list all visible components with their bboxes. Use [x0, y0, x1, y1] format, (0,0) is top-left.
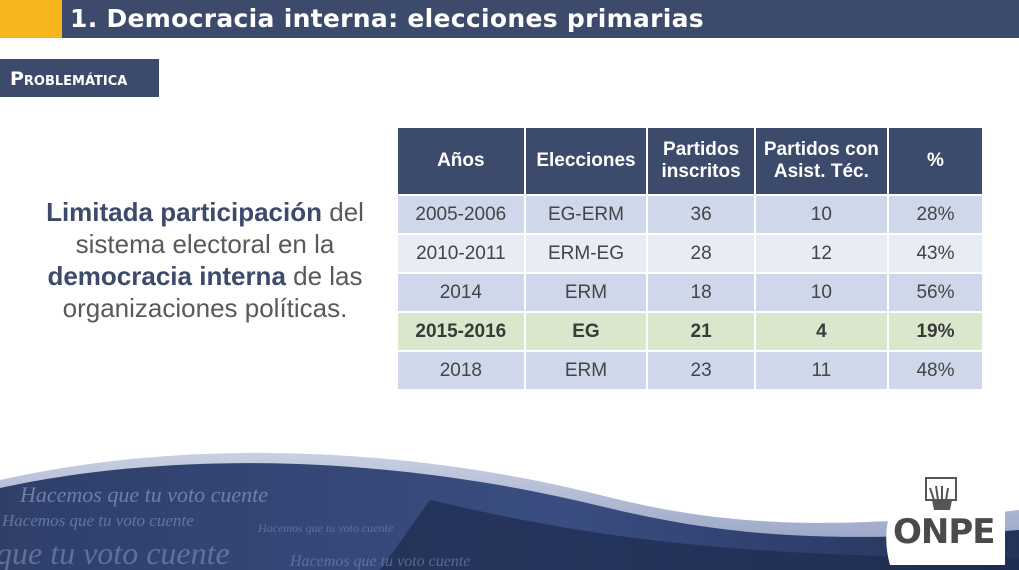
table-cell: 11 [755, 352, 887, 389]
table-cell: 43% [888, 235, 982, 272]
table-cell: EG [525, 313, 647, 350]
header-partidos-inscritos-line-1: Partidos [663, 139, 740, 160]
slogan-line-5: Hacemos que tu voto cuente [289, 553, 470, 570]
header-porcentaje: % [888, 128, 982, 194]
table-cell: 18 [648, 274, 754, 311]
header-elecciones-line-1: Elecciones [536, 150, 636, 171]
statement-bold-1: Limitada participación [46, 197, 323, 227]
table-cell: EG-ERM [525, 196, 647, 233]
header-partidos-asist-line-2: Asist. Téc. [773, 161, 869, 182]
onpe-logo-backdrop [886, 470, 1005, 565]
header-partidos-inscritos-line-2: inscritos [661, 161, 741, 182]
slogan-line-2: Hacemos que tu voto cuente [1, 511, 194, 530]
table-cell: 28 [648, 235, 754, 272]
table-row: 2005-2006 EG-ERM 36 10 28% [398, 196, 982, 233]
section-label: Problemática [0, 59, 159, 97]
table-cell: 56% [888, 274, 982, 311]
title-accent [0, 0, 62, 38]
table-cell: ERM-EG [525, 235, 647, 272]
table-cell: 36 [648, 196, 754, 233]
table-cell: 48% [888, 352, 982, 389]
header-partidos-inscritos: Partidos inscritos [648, 128, 754, 194]
statement-text-4: de las organizaciones políticas. [62, 261, 363, 323]
table-cell: 21 [648, 313, 754, 350]
statement-text-2: del sistema electoral en la [75, 197, 364, 259]
table-cell: 2005-2006 [398, 196, 524, 233]
slogan-line-3: que tu voto cuente [0, 535, 230, 570]
statement-bold-3: democracia interna [47, 261, 286, 291]
header-partidos-asist-line-1: Partidos con [763, 139, 879, 160]
table-cell: 28% [888, 196, 982, 233]
table-cell: 2015-2016 [398, 313, 524, 350]
table-cell: 12 [755, 235, 887, 272]
table-cell: 19% [888, 313, 982, 350]
header-elecciones: Elecciones [525, 128, 647, 194]
table-cell: 2018 [398, 352, 524, 389]
header-anos: Años [398, 128, 524, 194]
table-cell: ERM [525, 352, 647, 389]
table-row: 2018 ERM 23 11 48% [398, 352, 982, 389]
header-porcentaje-line-1: % [927, 150, 944, 171]
table-cell: 4 [755, 313, 887, 350]
slogan-line-4: Hacemos que tu voto cuente [257, 521, 394, 535]
header-partidos-asist: Partidos con Asist. Téc. [755, 128, 887, 194]
table-row: 2010-2011 ERM-EG 28 12 43% [398, 235, 982, 272]
table-cell: 10 [755, 274, 887, 311]
table-row: 2014 ERM 18 10 56% [398, 274, 982, 311]
table-header-row: Años Elecciones Partidos inscritos Parti… [398, 128, 982, 194]
slide-title: 1. Democracia interna: elecciones primar… [70, 4, 704, 33]
table-cell: 10 [755, 196, 887, 233]
table-cell: 23 [648, 352, 754, 389]
table-cell: ERM [525, 274, 647, 311]
problem-statement: Limitada participación del sistema elect… [40, 196, 370, 324]
onpe-logo-text: ONPE [893, 512, 996, 552]
table-row-highlighted: 2015-2016 EG 21 4 19% [398, 313, 982, 350]
footer-wave: Hacemos que tu voto cuente Hacemos que t… [0, 452, 1019, 570]
ballot-hand-icon [925, 477, 957, 510]
slogan-line-1: Hacemos que tu voto cuente [19, 482, 268, 507]
table-cell: 2010-2011 [398, 235, 524, 272]
elections-table: Años Elecciones Partidos inscritos Parti… [396, 126, 984, 391]
header-anos-line-1: Años [437, 150, 485, 171]
title-bar [0, 0, 1019, 38]
table-cell: 2014 [398, 274, 524, 311]
